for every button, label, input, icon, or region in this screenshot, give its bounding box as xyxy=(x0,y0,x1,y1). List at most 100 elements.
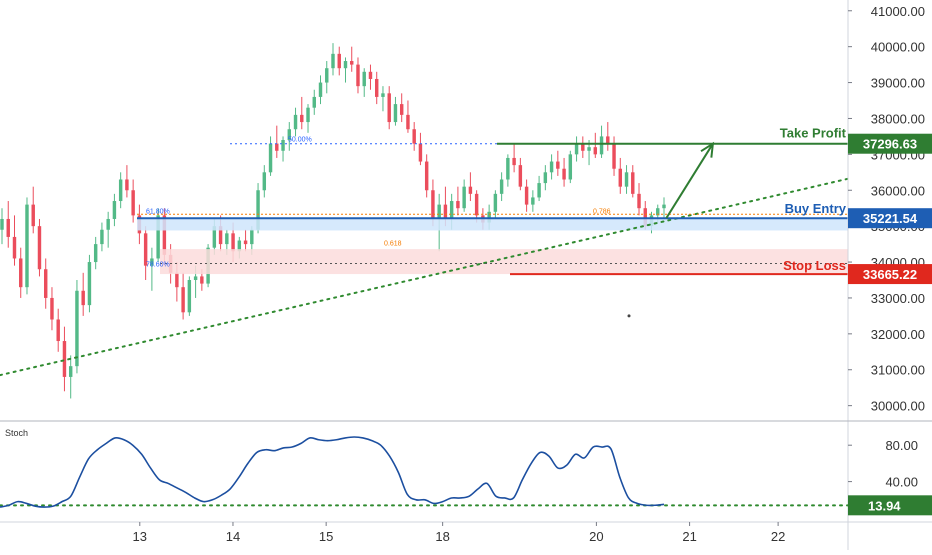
date-tick-label: 15 xyxy=(319,529,333,544)
candle-body xyxy=(624,172,629,187)
candle-body xyxy=(19,258,23,288)
candle-body xyxy=(506,157,510,180)
date-tick-label: 13 xyxy=(133,529,147,544)
candle-body xyxy=(556,161,560,169)
price-tick-label: 41000.00 xyxy=(871,4,925,19)
date-tick-label: 14 xyxy=(226,529,240,544)
candle-body xyxy=(268,143,273,173)
candle-body xyxy=(225,233,229,245)
candle-body xyxy=(531,197,535,205)
candle-body xyxy=(356,64,360,87)
candle-body xyxy=(250,229,254,245)
candle-body xyxy=(418,143,423,162)
fib-label: 50.00% xyxy=(288,137,312,144)
candle-body xyxy=(287,129,292,140)
candle-body xyxy=(275,143,279,151)
price-tick-label: 36000.00 xyxy=(871,183,925,198)
candle-body xyxy=(599,136,604,155)
candle-body xyxy=(193,276,198,280)
candle-body xyxy=(631,172,635,194)
price-tick-label: 30000.00 xyxy=(871,399,925,414)
candles-layer xyxy=(0,43,666,399)
candle-body xyxy=(37,226,42,270)
candle-body xyxy=(200,276,204,284)
candle-body xyxy=(293,114,298,130)
candle-body xyxy=(150,258,154,266)
projection-arrow-shaft xyxy=(665,143,714,219)
candle-body xyxy=(456,201,460,209)
candle-body xyxy=(493,193,498,212)
candle-body xyxy=(31,204,35,227)
candle-body xyxy=(12,236,17,259)
candle-body xyxy=(331,53,335,69)
candle-body xyxy=(325,68,329,83)
candle-body xyxy=(656,208,660,216)
candle-body xyxy=(524,186,529,205)
candle-body xyxy=(412,129,416,144)
buy-entry-badge-text: 35221.54 xyxy=(863,211,918,226)
date-tick-label: 18 xyxy=(435,529,449,544)
take-profit-badge-text: 37296.63 xyxy=(863,137,917,152)
candle-body xyxy=(87,262,92,306)
price-tick-label: 40000.00 xyxy=(871,40,925,55)
candle-body xyxy=(431,190,435,219)
date-tick-label: 20 xyxy=(589,529,603,544)
candle-body xyxy=(256,190,260,230)
candle-body xyxy=(50,297,54,320)
stoch-title: Stoch xyxy=(5,428,28,438)
candle-body xyxy=(343,61,348,69)
candle-body xyxy=(100,229,104,245)
candle-body xyxy=(612,143,616,169)
candle-body xyxy=(218,226,223,245)
stop-loss-zone xyxy=(160,249,848,275)
take-profit-label: Take Profit xyxy=(780,126,847,141)
candle-body xyxy=(618,168,623,187)
candle-body xyxy=(212,226,217,248)
candle-body xyxy=(25,204,29,288)
candle-body xyxy=(437,204,441,219)
candle-body xyxy=(587,147,591,151)
candle-body xyxy=(312,96,316,108)
buy-zone xyxy=(137,218,848,231)
stoch-line xyxy=(0,436,665,508)
stoch-level-badge xyxy=(848,495,932,516)
candle-body xyxy=(537,183,541,198)
price-tick-label: 31000.00 xyxy=(871,363,925,378)
candle-body xyxy=(487,211,491,223)
stoch-level-badge-text: 13.94 xyxy=(868,498,901,513)
candle-body xyxy=(318,82,323,97)
candle-body xyxy=(606,136,610,144)
candle-body xyxy=(562,168,566,180)
candle-body xyxy=(6,218,10,237)
candle-body xyxy=(337,53,341,69)
candle-body xyxy=(56,319,60,342)
candle-body xyxy=(643,208,647,227)
candle-body xyxy=(549,161,554,173)
candle-body xyxy=(131,190,135,216)
candle-body xyxy=(512,157,516,166)
candle-body xyxy=(231,233,235,252)
candle-body xyxy=(518,165,523,187)
candle-body xyxy=(112,201,117,219)
overlays-layer: 50.00% 61.80% 0.786 0.618 78.60% Take Profit B… xyxy=(0,126,849,377)
candle-body xyxy=(156,215,160,259)
price-tick-label: 38000.00 xyxy=(871,111,925,126)
candle-body xyxy=(75,290,79,367)
candle-body xyxy=(175,272,179,288)
fib-label: 0.618 xyxy=(384,240,402,247)
price-tick-label: 32000.00 xyxy=(871,327,925,342)
candle-body xyxy=(300,114,304,123)
price-tick-label: 33000.00 xyxy=(871,291,925,306)
candle-body xyxy=(406,114,410,130)
stop-loss-label: Stop Loss xyxy=(783,258,846,273)
candle-body xyxy=(362,71,366,87)
candle-body xyxy=(393,104,398,123)
price-tick-label: 39000.00 xyxy=(871,76,925,91)
candle-body xyxy=(237,240,242,252)
stop-loss-badge-text: 33665.22 xyxy=(863,267,917,282)
candle-body xyxy=(424,161,429,191)
candle-body xyxy=(306,107,310,123)
fib-label: 78.60% xyxy=(146,261,170,268)
